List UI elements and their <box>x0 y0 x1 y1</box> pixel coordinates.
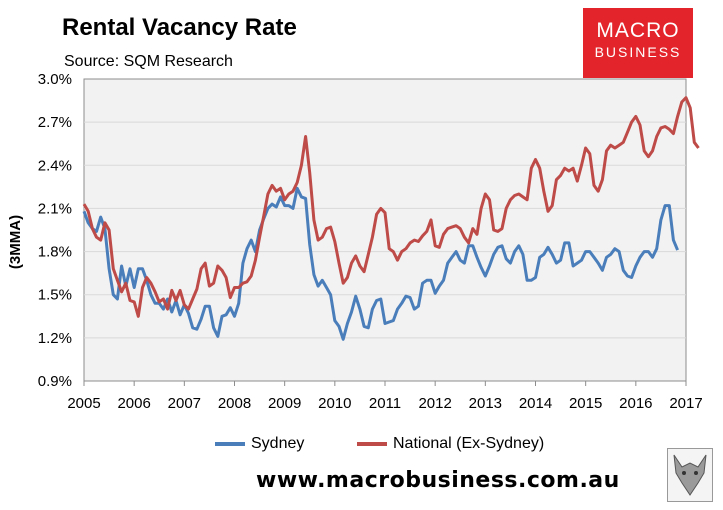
x-tick-label: 2009 <box>268 395 301 412</box>
y-tick-label: 1.8% <box>38 244 72 261</box>
x-tick-label: 2017 <box>669 395 702 412</box>
plot-area <box>83 78 687 382</box>
y-axis-label: (3MMA) <box>7 215 24 269</box>
x-tick-label: 2014 <box>519 395 552 412</box>
macrobusiness-logo: MACRO BUSINESS <box>583 8 693 78</box>
x-tick-label: 2008 <box>218 395 251 412</box>
legend-item-national: National (Ex-Sydney) <box>357 435 544 453</box>
legend-item-sydney: Sydney <box>215 435 304 453</box>
legend-swatch-sydney <box>215 441 245 446</box>
y-tick-label: 1.5% <box>38 287 72 304</box>
y-tick-label: 1.2% <box>38 330 72 347</box>
x-tick-label: 2006 <box>117 395 150 412</box>
website-url: www.macrobusiness.com.au <box>256 468 620 493</box>
x-tick-label: 2007 <box>168 395 201 412</box>
series-lines <box>82 96 700 341</box>
series-line-sydney <box>82 186 679 341</box>
series-line-national <box>82 96 700 318</box>
wolf-logo-icon <box>667 448 713 502</box>
legend-swatch-national <box>357 441 387 446</box>
logo-line-1: MACRO <box>596 19 680 42</box>
x-tick-label: 2013 <box>469 395 502 412</box>
legend-label-national: National (Ex-Sydney) <box>393 435 545 452</box>
y-tick-label: 2.1% <box>38 200 72 217</box>
legend-label-sydney: Sydney <box>251 435 305 452</box>
y-tick-label: 0.9% <box>38 373 72 390</box>
y-tick-label: 2.7% <box>38 114 72 131</box>
chart-title: Rental Vacancy Rate <box>62 14 297 41</box>
x-tick-label: 2016 <box>619 395 652 412</box>
y-axis-tick-labels: 0.9% 1.2% 1.5% 1.8% 2.1% 2.4% 2.7% 3.0% <box>38 71 72 390</box>
logo-line-2: BUSINESS <box>594 44 682 60</box>
y-tick-label: 2.4% <box>38 157 72 174</box>
chart-source: Source: SQM Research <box>64 53 233 70</box>
line-chart: 0.9%1.2%1.5%1.8%2.1%2.4%2.7%3.0% 2005 200… <box>7 71 703 412</box>
x-tick-label: 2010 <box>318 395 351 412</box>
y-tick-label: 3.0% <box>38 71 72 88</box>
x-axis-tick-labels: 2005 2006 2007 2008 2009 2010 2011 2012 2013 2014… <box>67 395 702 412</box>
x-tick-label: 2011 <box>369 395 401 412</box>
x-tick-label: 2005 <box>67 395 100 412</box>
x-tick-label: 2015 <box>569 395 602 412</box>
x-tick-label: 2012 <box>418 395 451 412</box>
